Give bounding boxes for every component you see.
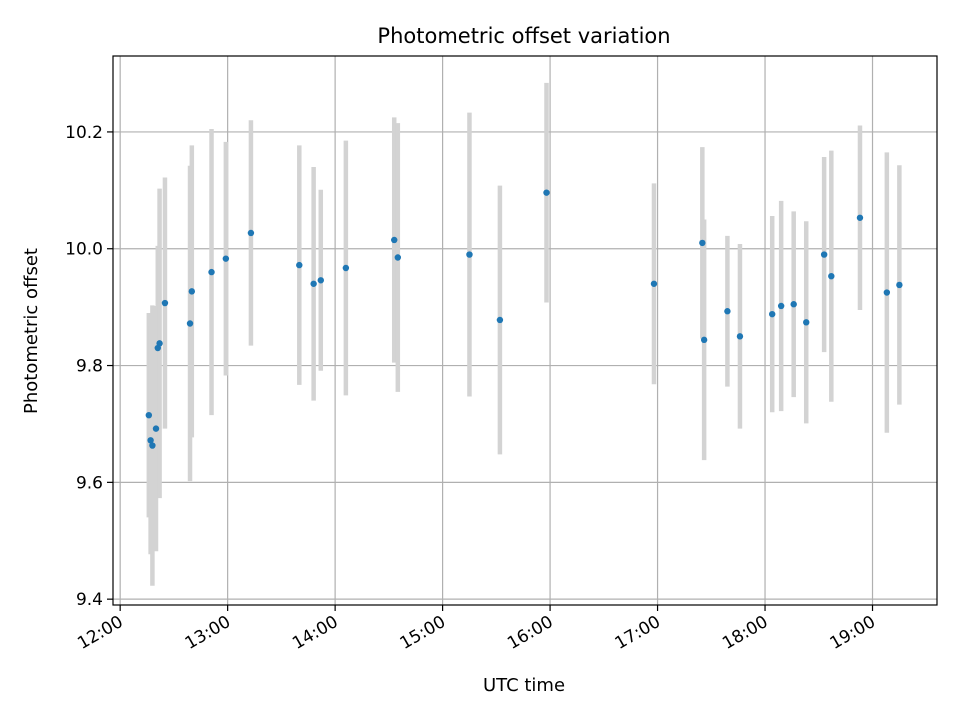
- data-point: [317, 277, 324, 284]
- data-point: [296, 261, 303, 269]
- data-point: [496, 316, 504, 324]
- data-point: [391, 236, 398, 244]
- data-point: [828, 272, 835, 280]
- data-point: [156, 340, 163, 347]
- data-point: [149, 442, 156, 449]
- data-point: [699, 239, 706, 247]
- data-point: [736, 333, 744, 340]
- plot-frame: [112, 55, 938, 606]
- data-point: [883, 289, 891, 296]
- data-point: [724, 308, 731, 315]
- data-point: [820, 251, 828, 258]
- y-tick-label: 10.2: [65, 123, 103, 143]
- data-point: [310, 280, 317, 287]
- data-point: [222, 255, 230, 262]
- data-point: [466, 251, 473, 258]
- data-point: [161, 299, 169, 307]
- data-point: [152, 425, 160, 432]
- y-tick-label: 9.6: [76, 473, 103, 493]
- data-point: [803, 319, 810, 326]
- data-point: [394, 254, 402, 261]
- data-point: [543, 189, 550, 196]
- chart-title: Photometric offset variation: [377, 24, 670, 48]
- data-point: [896, 281, 903, 289]
- y-tick-label: 9.4: [76, 590, 103, 610]
- data-point: [342, 264, 350, 272]
- y-tick-label: 9.8: [76, 357, 103, 377]
- data-point: [700, 336, 708, 344]
- y-tick-label: 10.0: [65, 240, 103, 260]
- data-point: [145, 411, 153, 419]
- data-points: [145, 189, 903, 449]
- data-point: [777, 302, 785, 310]
- data-point: [247, 229, 255, 237]
- data-point: [769, 310, 776, 318]
- data-point: [188, 288, 196, 295]
- data-point: [186, 320, 194, 327]
- x-axis-title: UTC time: [483, 675, 565, 696]
- y-axis-title: Photometric offset: [21, 248, 42, 414]
- data-point: [856, 214, 864, 221]
- data-point: [208, 268, 215, 276]
- data-point: [650, 280, 658, 287]
- data-point: [147, 437, 154, 444]
- data-point: [790, 301, 797, 308]
